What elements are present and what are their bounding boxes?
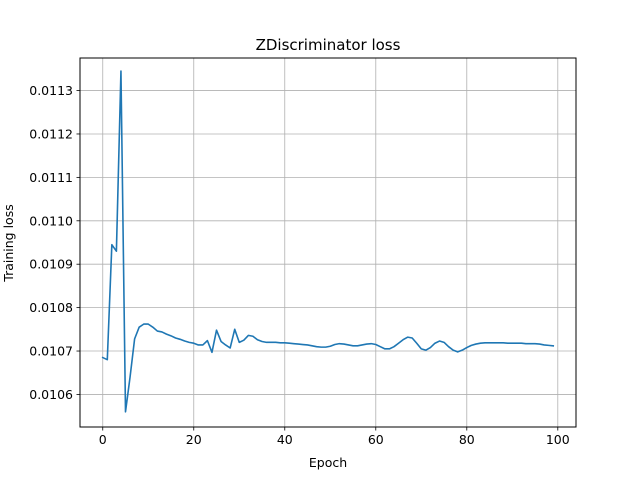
x-tick-label: 80 — [459, 432, 475, 447]
grid-lines — [80, 58, 576, 427]
series-layer — [101, 70, 555, 413]
x-axis-label: Epoch — [309, 455, 347, 470]
chart-title: ZDiscriminator loss — [256, 36, 401, 54]
y-tick-label: 0.0109 — [29, 257, 73, 272]
axis-ticks: 0 20 40 60 80 100 0.0106 0.0107 0.0108 0.0109 0.01… — [29, 83, 570, 447]
x-tick-label: 60 — [368, 432, 384, 447]
x-tick-label: 0 — [99, 432, 107, 447]
x-tick-label: 40 — [277, 432, 293, 447]
y-tick-label: 0.0112 — [29, 126, 73, 141]
y-tick-label: 0.0113 — [29, 83, 73, 98]
x-tick-label: 20 — [186, 432, 202, 447]
plot-frame — [79, 57, 577, 428]
x-tick-label: 100 — [546, 432, 570, 447]
y-tick-label: 0.0111 — [29, 170, 73, 185]
series-line — [101, 70, 555, 413]
y-axis-label: Training loss — [1, 204, 16, 282]
y-tick-label: 0.0110 — [29, 213, 73, 228]
y-tick-label: 0.0108 — [29, 300, 73, 315]
y-tick-label: 0.0107 — [29, 344, 73, 359]
y-tick-label: 0.0106 — [29, 387, 73, 402]
plot-area-background — [80, 58, 576, 427]
